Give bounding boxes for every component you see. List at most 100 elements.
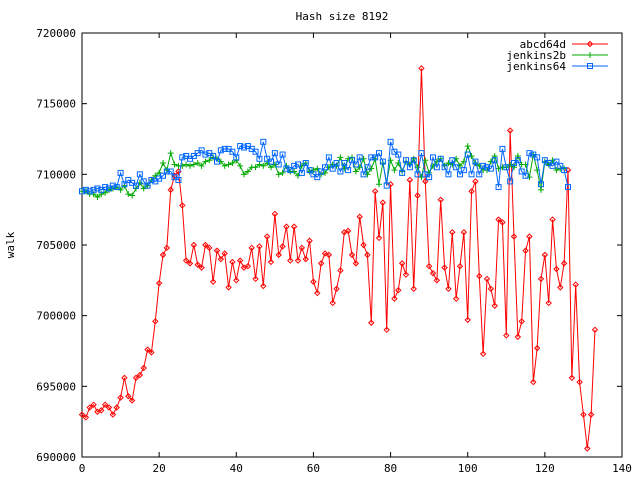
data-point [352,260,360,267]
y-tick-label: 720000 [36,27,76,40]
data-point [398,260,406,267]
data-point [503,332,510,339]
data-point [333,160,340,167]
data-point [534,154,541,161]
data-point [422,178,429,185]
data-point [194,261,201,268]
data-point [214,158,220,165]
data-point [206,244,213,252]
data-point [533,344,541,352]
data-point [414,192,421,199]
data-point [325,164,332,171]
data-point [507,178,514,185]
data-point [283,223,290,230]
data-point [457,162,463,169]
data-point [279,169,286,176]
data-point [159,251,167,259]
data-point [325,251,333,259]
data-point [491,302,498,309]
data-point [591,326,599,334]
data-point [495,216,502,223]
data-point [237,143,244,150]
data-point [484,164,490,171]
data-point [144,346,151,353]
data-point [460,167,467,174]
data-point [557,162,564,169]
data-point [179,162,186,169]
data-point [233,154,240,161]
data-point [306,167,313,174]
data-point [256,243,263,250]
data-point [152,318,159,325]
data-point [182,257,190,264]
data-point [537,275,545,283]
data-point [506,127,514,134]
data-point [318,168,325,175]
data-point [198,147,205,154]
data-point [425,262,433,270]
data-point [322,164,328,171]
data-point [422,157,429,164]
data-point [179,154,186,161]
data-point [109,182,116,189]
data-point [565,184,571,191]
data-point [441,164,448,171]
data-point [460,229,468,236]
series-jenkins64 [79,138,571,195]
y-tick-label: 700000 [36,310,76,323]
data-point [514,157,521,164]
data-point [561,167,568,174]
data-point [437,196,444,203]
data-point [241,171,247,178]
data-point [587,411,595,418]
data-point [395,151,402,158]
series-line-abcd64d [81,68,596,449]
data-point [125,191,132,198]
data-point [491,157,498,164]
data-point [248,244,255,252]
data-point [129,192,136,199]
data-point [360,171,367,178]
data-point [252,148,259,155]
data-point [90,186,97,193]
data-point [86,188,93,195]
data-point [136,171,143,178]
data-point [256,155,263,162]
data-point [209,278,217,285]
data-point [275,171,282,178]
data-point [453,155,460,162]
data-point [553,265,560,273]
data-point [433,277,441,284]
data-point [479,350,487,358]
data-point [418,150,425,157]
data-point [360,155,367,162]
data-point [372,154,379,161]
data-point [426,174,433,181]
data-point [345,167,352,174]
data-point [399,169,406,176]
data-point [86,404,93,411]
data-point [121,181,128,188]
data-point [406,164,413,171]
data-point [375,234,383,242]
data-point [379,199,387,206]
data-point [584,445,591,452]
series-jenkins2b [79,143,568,200]
data-point [90,401,97,408]
data-point [121,374,128,382]
data-point [337,168,344,175]
data-point [163,168,170,175]
data-point [383,326,390,334]
data-point [464,316,471,324]
data-point [206,157,213,164]
data-point [268,158,274,165]
data-point [263,233,271,240]
x-tick-label: 0 [79,462,86,475]
plot-frame [81,32,623,458]
data-point [221,145,228,152]
data-point [576,378,583,386]
data-point [337,154,344,161]
data-point [125,393,132,400]
